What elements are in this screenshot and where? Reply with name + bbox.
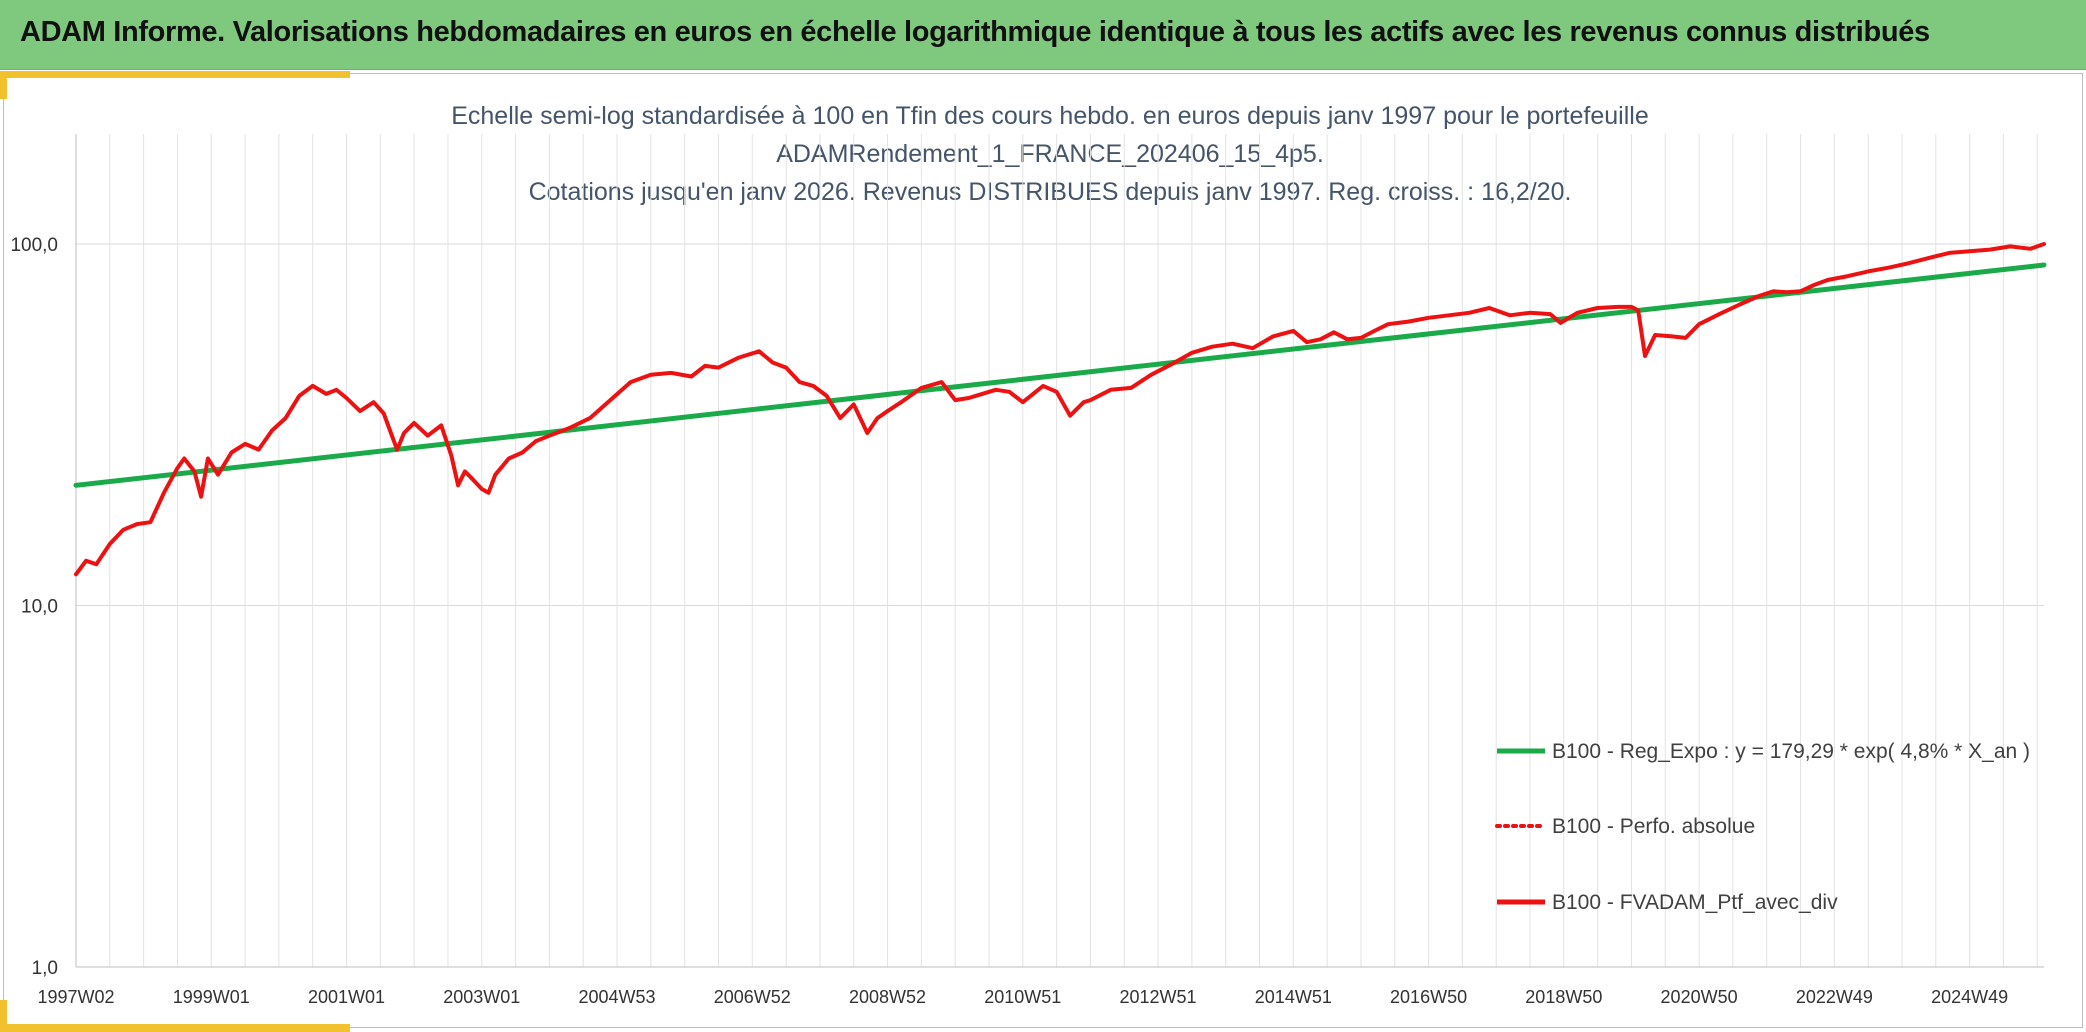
chart-title-line-3: Cotations jusqu'en janv 2026. Revenus DI… [528,178,1572,206]
x-tick-label: 1997W02 [37,987,114,1007]
accent-bar-top [0,71,350,78]
x-tick-label: 2003W01 [443,987,520,1007]
x-tick-label: 2022W49 [1796,987,1873,1007]
legend-label: B100 - Reg_Expo : y = 179,29 * exp( 4,8%… [1552,740,2030,763]
y-tick-label: 1,0 [32,958,58,979]
x-tick-label: 2004W53 [578,987,655,1007]
report-header: ADAM Informe. Valorisations hebdomadaire… [0,0,2086,70]
y-tick-label: 100,0 [10,235,58,256]
portfolio-series-line [74,242,2046,577]
x-tick-label: 2020W50 [1661,987,1738,1007]
chart-frame [3,73,2083,1028]
legend-label: B100 - Perfo. absolue [1552,815,1755,838]
chart-title-line-1: Echelle semi-log standardisée à 100 en T… [451,102,1649,130]
y-tick-label: 10,0 [21,597,58,618]
x-tick-label: 2006W52 [714,987,791,1007]
legend-label: B100 - FVADAM_Ptf_avec_div [1552,891,1838,914]
regression-line [73,262,2047,488]
chart-title-line-2: ADAMRendement_1_FRANCE_202406_15_4p5. [776,140,1324,168]
x-tick-label: 1999W01 [173,987,250,1007]
x-tick-label: 2012W51 [1120,987,1197,1007]
report-title: ADAM Informe. Valorisations hebdomadaire… [20,16,1930,48]
x-tick-label: 2010W51 [984,987,1061,1007]
x-tick-label: 2016W50 [1390,987,1467,1007]
x-tick-label: 2001W01 [308,987,385,1007]
x-tick-label: 2018W50 [1525,987,1602,1007]
x-tick-label: 2008W52 [849,987,926,1007]
accent-bar-bottom [0,1024,350,1032]
x-tick-label: 2014W51 [1255,987,1332,1007]
x-tick-label: 2024W49 [1931,987,2008,1007]
